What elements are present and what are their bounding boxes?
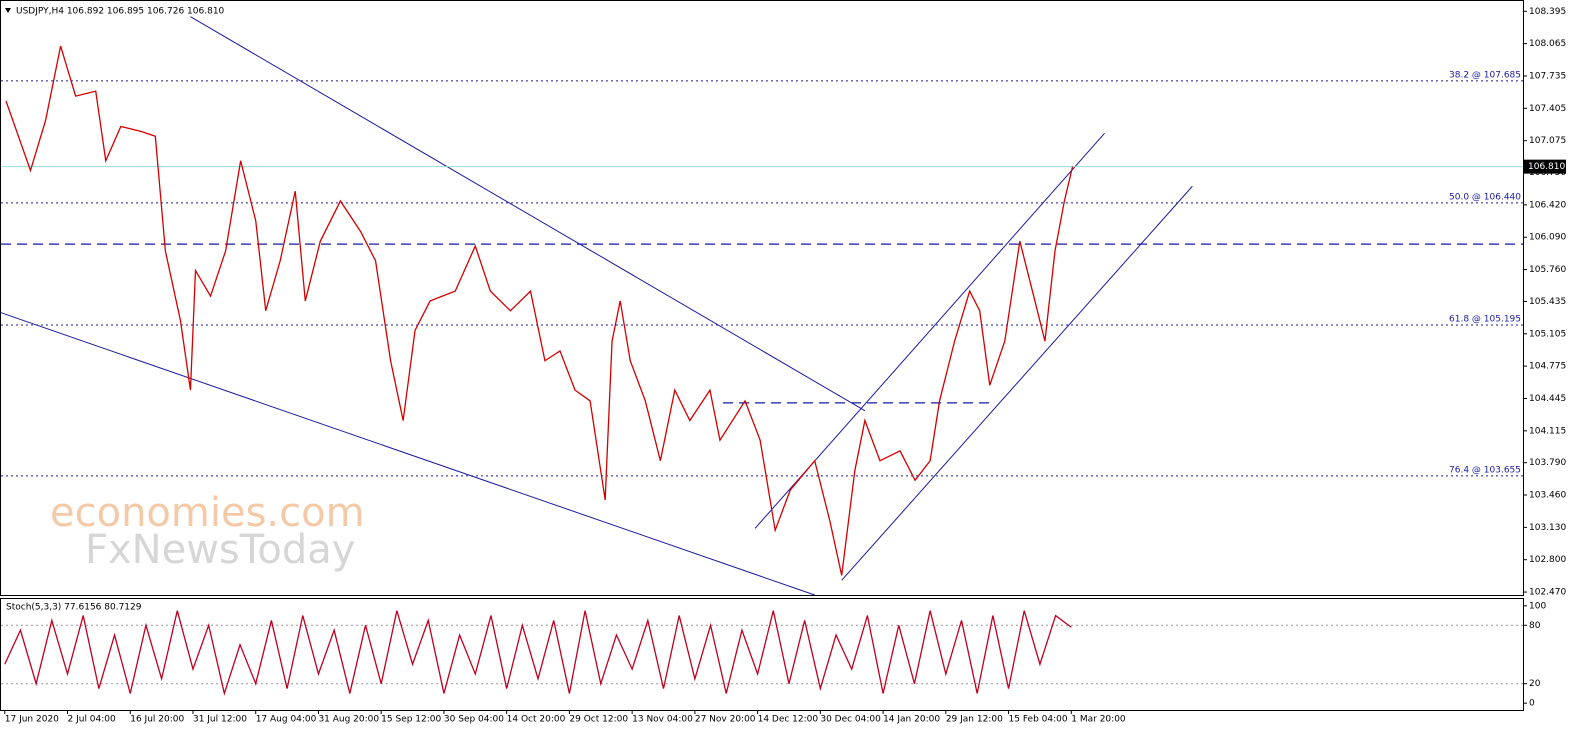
x-tick-label: 17 Aug 04:00 xyxy=(256,715,317,725)
y-tick-label: 0 xyxy=(1529,699,1535,709)
x-tick-label: 30 Dec 04:00 xyxy=(820,715,881,725)
x-tick-label: 31 Jul 12:00 xyxy=(193,715,247,725)
x-tick-label: 13 Nov 04:00 xyxy=(632,715,693,725)
y-tick-label: 105.435 xyxy=(1529,297,1566,307)
y-tick-label: 80 xyxy=(1529,621,1541,631)
y-tick-label: 104.445 xyxy=(1529,394,1566,404)
trendline xyxy=(190,16,866,412)
y-tick-label: 104.115 xyxy=(1529,426,1566,436)
watermark: economies.com xyxy=(50,490,365,536)
fib-label: 61.8 @ 105.195 xyxy=(1449,314,1521,324)
x-tick-label: 14 Dec 12:00 xyxy=(758,715,819,725)
last-price-label: 106.810 xyxy=(1528,162,1565,172)
y-tick-label: 107.735 xyxy=(1529,71,1566,81)
y-tick-label: 102.800 xyxy=(1529,555,1566,565)
main-panel xyxy=(0,0,1524,596)
x-tick-label: 29 Jan 12:00 xyxy=(946,715,1003,725)
x-tick-label: 16 Jul 20:00 xyxy=(130,715,184,725)
x-tick-label: 17 Jun 2020 xyxy=(5,715,59,725)
y-tick-label: 100 xyxy=(1529,601,1546,611)
chart-title: USDJPY,H4 106.892 106.895 106.726 106.81… xyxy=(16,7,225,17)
y-tick-label: 105.105 xyxy=(1529,329,1566,339)
price-line xyxy=(4,610,1072,696)
x-tick-label: 2 Jul 04:00 xyxy=(68,715,117,725)
y-tick-label: 108.395 xyxy=(1529,7,1566,17)
y-tick-label: 104.775 xyxy=(1529,362,1566,372)
x-tick-label: 14 Oct 20:00 xyxy=(507,715,566,725)
price-line xyxy=(5,45,1074,576)
last-price-box xyxy=(1524,159,1566,174)
fib-label: 50.0 @ 106.440 xyxy=(1449,192,1521,202)
y-tick-label: 106.090 xyxy=(1529,233,1566,243)
trendline xyxy=(841,185,1193,581)
watermark: FxNewsToday xyxy=(85,527,355,573)
y-tick-label: 108.065 xyxy=(1529,39,1566,49)
x-tick-label: 15 Feb 04:00 xyxy=(1009,715,1068,725)
x-tick-label: 14 Jan 20:00 xyxy=(883,715,940,725)
y-tick-label: 103.460 xyxy=(1529,491,1566,501)
y-tick-label: 107.405 xyxy=(1529,104,1566,114)
trendline xyxy=(0,312,815,596)
x-tick-label: 31 Aug 20:00 xyxy=(318,715,379,725)
y-tick-label: 107.075 xyxy=(1529,136,1566,146)
y-tick-label: 105.760 xyxy=(1529,265,1566,275)
x-tick-label: 27 Nov 20:00 xyxy=(695,715,756,725)
fib-label: 76.4 @ 103.655 xyxy=(1449,465,1521,475)
menu-icon xyxy=(5,8,11,13)
x-tick-label: 15 Sep 12:00 xyxy=(381,715,441,725)
x-tick-label: 30 Sep 04:00 xyxy=(444,715,504,725)
fib-label: 38.2 @ 107.685 xyxy=(1449,70,1521,80)
indicator-title: Stoch(5,3,3) 77.6156 80.7129 xyxy=(6,603,142,613)
y-tick-label: 106.420 xyxy=(1529,200,1566,210)
y-tick-label: 103.790 xyxy=(1529,458,1566,468)
x-tick-label: 1 Mar 20:00 xyxy=(1071,715,1126,725)
y-tick-label: 102.470 xyxy=(1529,588,1566,598)
y-tick-label: 103.130 xyxy=(1529,523,1566,533)
x-tick-label: 29 Oct 12:00 xyxy=(569,715,628,725)
y-tick-label: 20 xyxy=(1529,679,1541,689)
